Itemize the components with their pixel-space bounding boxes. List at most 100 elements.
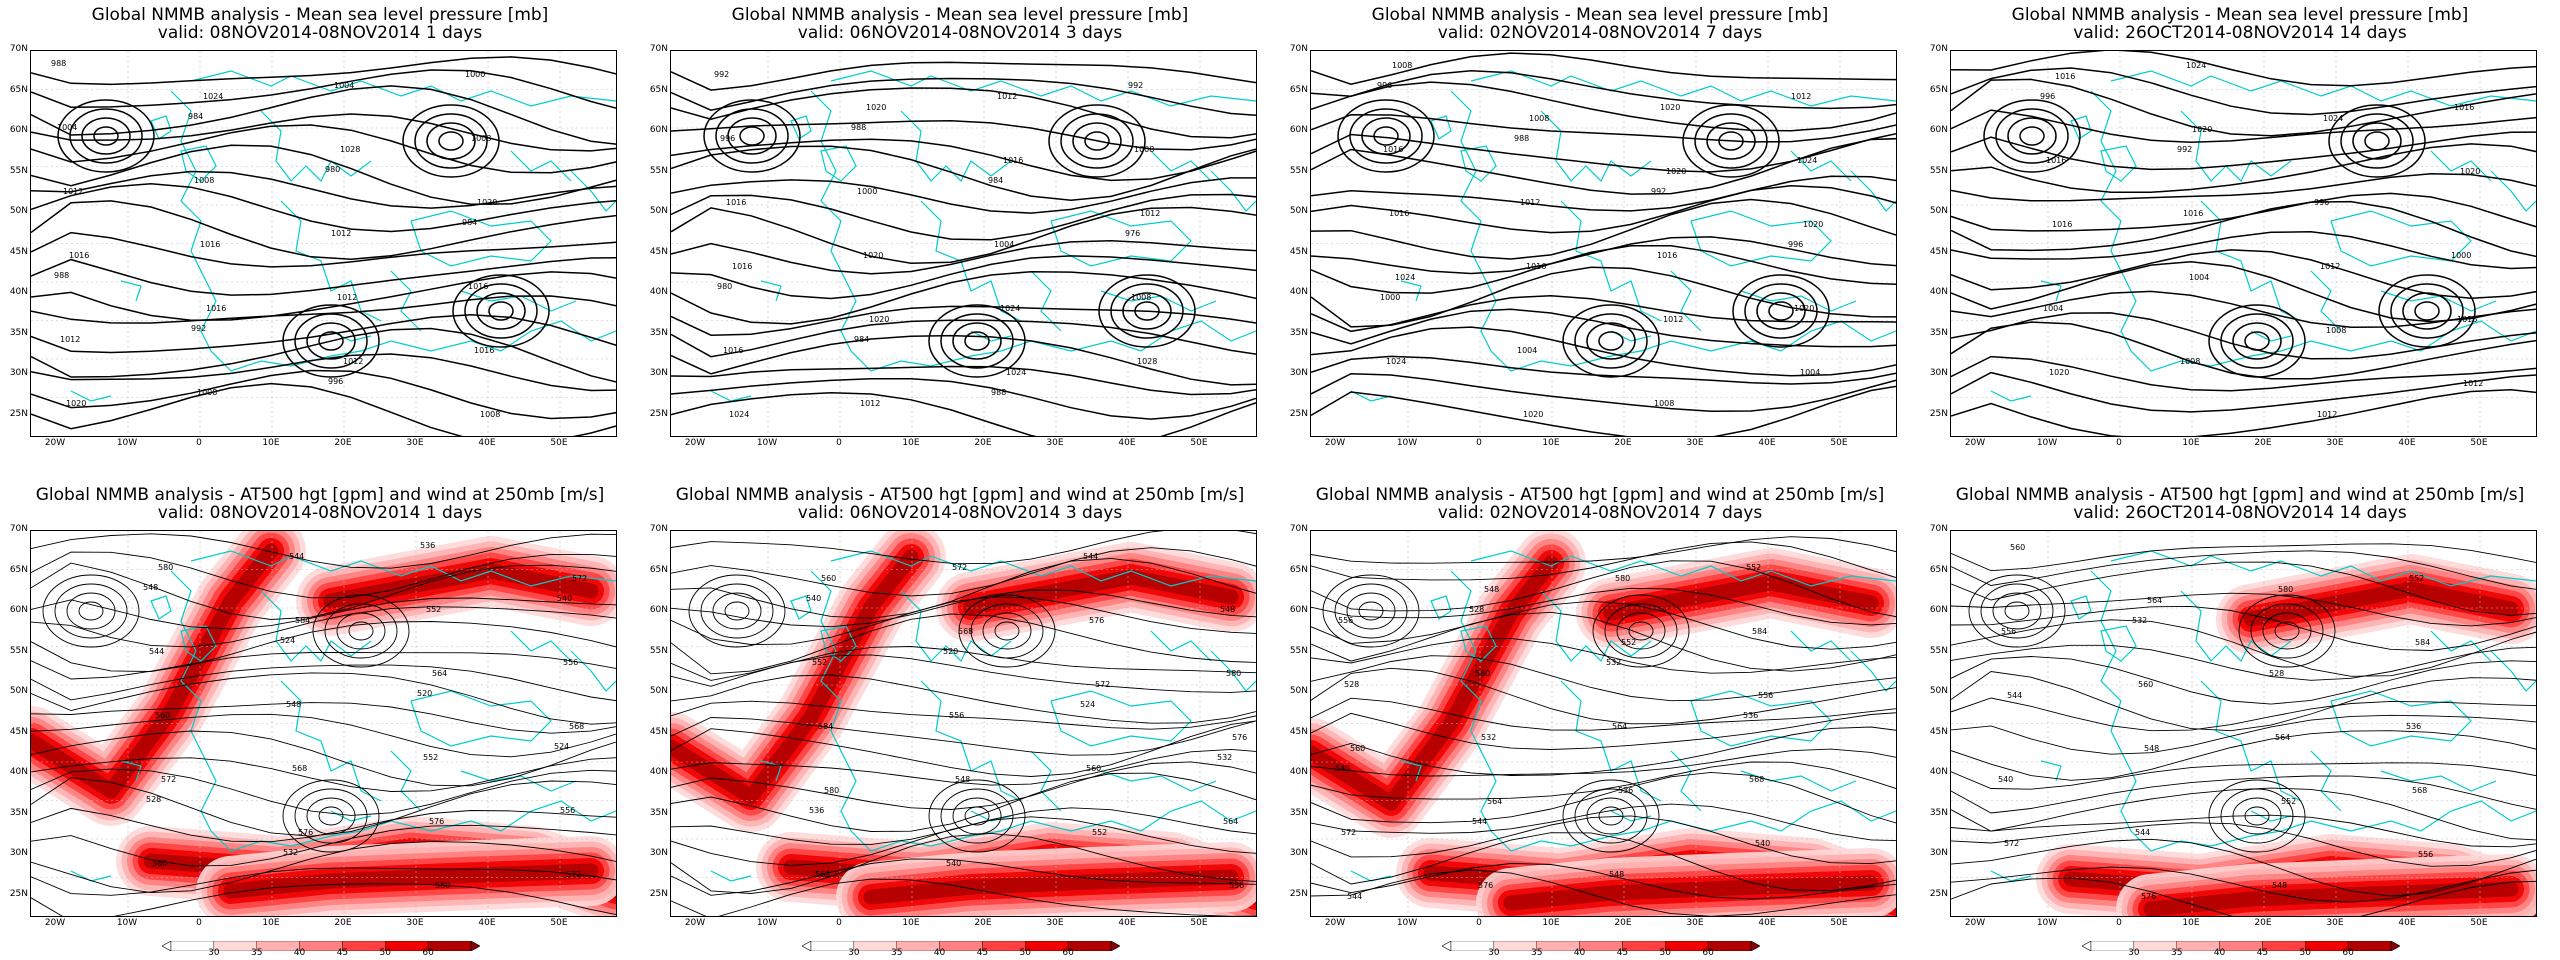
panel-mslp-7d: Global NMMB analysis - Mean sea level pr…	[1280, 0, 1920, 480]
longitude-label: 50E	[550, 438, 568, 448]
contour-label: 580	[435, 881, 450, 890]
wind-shading	[1603, 575, 1879, 621]
contour-label: 564	[2147, 596, 2162, 605]
longitude-label: 50E	[1190, 918, 1208, 928]
contour-label: 1004	[334, 81, 354, 90]
contour-label: 568	[2412, 786, 2427, 795]
wind-colorbar	[2081, 936, 2401, 952]
latitude-label: 50N	[649, 686, 668, 697]
coastlines	[70, 70, 616, 402]
latitude-label: 30N	[9, 368, 28, 379]
contour-label: 548	[1609, 870, 1624, 879]
contour-label: 580	[824, 786, 839, 795]
panel-valid-period: valid: 02NOV2014-08NOV2014 7 days	[1437, 23, 1763, 43]
latitude-label: 35N	[649, 327, 668, 338]
latitude-label: 70N	[9, 44, 28, 54]
longitude-label: 20W	[1964, 918, 1986, 928]
contour-label: 988	[991, 388, 1006, 397]
panel-title: Global NMMB analysis - Mean sea level pr…	[1371, 5, 1829, 25]
colorbar-label: 50	[2299, 948, 2311, 958]
contour-label: 992	[191, 324, 206, 333]
contour-label: 1020	[66, 399, 86, 408]
colorbar-label: 60	[422, 948, 434, 958]
contour-label: 984	[188, 112, 203, 121]
contour-label: 988	[851, 123, 866, 132]
contour-label: 552	[812, 658, 827, 667]
contour-label: 992	[1128, 81, 1143, 90]
contour-label: 1008	[2326, 326, 2346, 335]
longitude-label: 30E	[1046, 918, 1064, 928]
contour-label: 564	[1487, 797, 1502, 806]
longitude-label: 0	[836, 438, 842, 448]
contour-label: 1012	[860, 399, 880, 408]
contour-label: 992	[2177, 145, 2192, 154]
longitude-label: 10W	[756, 918, 778, 928]
longitude-label: 50E	[1830, 918, 1848, 928]
longitude-label: 10W	[116, 438, 138, 448]
contour-label: 572	[1341, 828, 1356, 837]
contour-label: 528	[1469, 605, 1484, 614]
colorbar-label: 30	[208, 948, 220, 958]
contour-label: 560	[1086, 764, 1101, 773]
latitude-label: 35N	[1289, 807, 1308, 818]
contour-label: 544	[1347, 892, 1362, 901]
contour-label: 548	[1220, 605, 1235, 614]
contour-label: 580	[1226, 669, 1241, 678]
map-svg: 996 988 992 996 1000 1004 1008 1012 1016 1012 1016…	[1311, 51, 1896, 436]
contour-label: 1020	[477, 198, 497, 207]
coastlines	[710, 550, 1256, 882]
contour-label: 1020	[1794, 304, 1814, 313]
contour-label: 584	[295, 616, 310, 625]
map-svg: 996 992 996 1000 1004 1008 1012 1016 1016 1016 101…	[1951, 51, 2536, 436]
contour-label: 536	[2406, 722, 2421, 731]
contour-label: 1012	[343, 357, 363, 366]
contour-label: 1004	[994, 240, 1014, 249]
isolines	[671, 531, 1256, 916]
contour-label: 1020	[2192, 125, 2212, 134]
contour-label: 1000	[465, 70, 485, 79]
longitude-label: 40E	[478, 918, 496, 928]
contour-label: 1004	[2189, 273, 2209, 282]
contour-label: 996	[1377, 81, 1392, 90]
coastlines	[1350, 550, 1896, 882]
contour-label: 584	[1752, 627, 1767, 636]
contour-label: 976	[1125, 229, 1140, 238]
latitude-label: 45N	[649, 246, 668, 257]
latitude-label: 45N	[9, 246, 28, 257]
latitude-label: 30N	[1929, 368, 1948, 379]
latitude-label: 65N	[1289, 564, 1308, 575]
longitude-label: 40E	[1758, 918, 1776, 928]
latitude-label: 45N	[649, 726, 668, 737]
panel-title: Global NMMB analysis - AT500 hgt [gpm] a…	[35, 485, 605, 505]
contour-label: 540	[557, 594, 572, 603]
latitude-label: 25N	[1289, 408, 1308, 419]
colorbar-label: 30	[848, 948, 860, 958]
isolines	[1311, 52, 1896, 436]
longitude-label: 0	[836, 918, 842, 928]
contour-label: 1004	[1800, 368, 1820, 377]
panel-mslp-3d: Global NMMB analysis - Mean sea level pr…	[640, 0, 1280, 480]
contour-label: 556	[563, 658, 578, 667]
panel-valid-period: valid: 26OCT2014-08NOV2014 14 days	[2073, 503, 2407, 523]
contour-label: 1012	[997, 92, 1017, 101]
longitude-label: 0	[196, 918, 202, 928]
contour-label: 1012	[2320, 262, 2340, 271]
longitude-label: 30E	[2326, 918, 2344, 928]
latitude-label: 70N	[1289, 524, 1308, 534]
longitude-label: 40E	[478, 438, 496, 448]
contour-label: 540	[946, 859, 961, 868]
panel-at500-3d: Global NMMB analysis - AT500 hgt [gpm] a…	[640, 480, 1280, 960]
panel-title: Global NMMB analysis - Mean sea level pr…	[2011, 5, 2469, 25]
contour-label: 1000	[2451, 251, 2471, 260]
latitude-label: 25N	[1929, 888, 1948, 899]
latitude-label: 50N	[1289, 686, 1308, 697]
contour-label: 1016	[2055, 72, 2075, 81]
contour-label: 984	[462, 218, 477, 227]
contour-label: 552	[423, 753, 438, 762]
latitude-label: 60N	[649, 605, 668, 616]
contour-label: 564	[2275, 733, 2290, 742]
contour-label: 544	[289, 552, 304, 561]
contour-label: 1008	[1134, 145, 1154, 154]
coastlines	[70, 550, 616, 882]
colorbar-label: 35	[2170, 948, 2183, 958]
